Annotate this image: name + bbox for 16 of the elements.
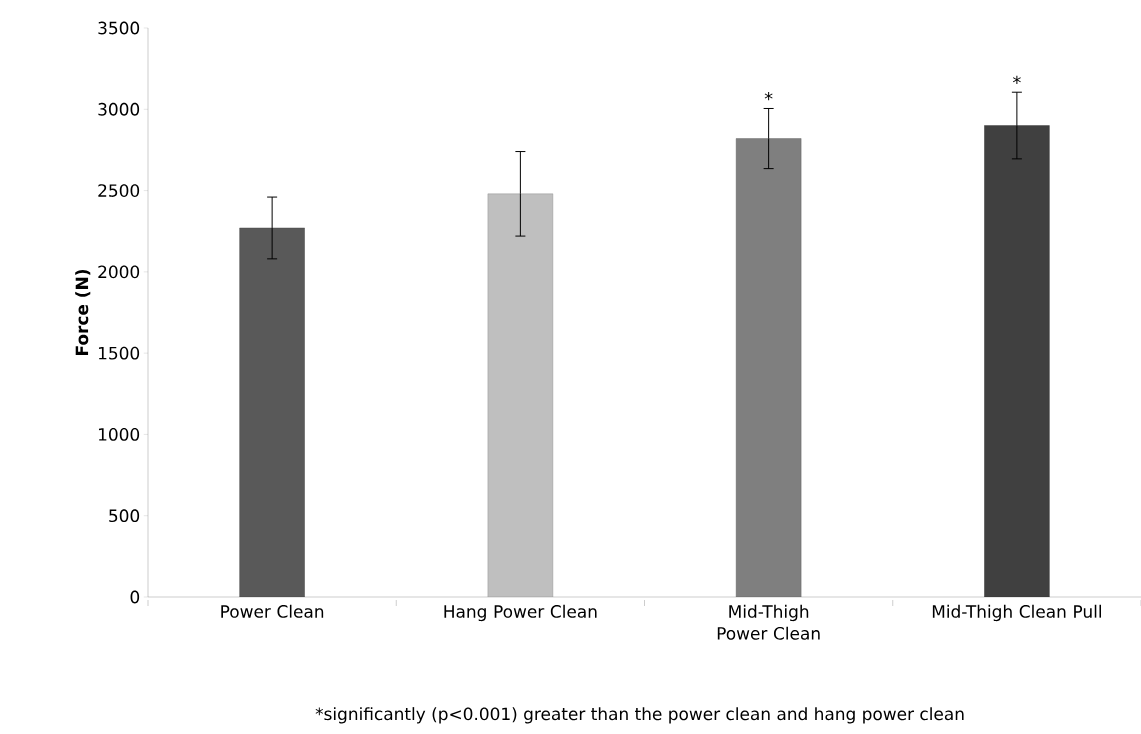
x-tick-label: Mid-Thigh Clean Pull [932, 604, 1102, 622]
annotation: * [1012, 75, 1021, 84]
y-tick-label: 2000 [98, 265, 140, 279]
annotation: * [764, 91, 773, 101]
y-axis-title: Force (N) [75, 270, 91, 355]
text: *significantly (p<0.001) greater than the power clean and hang power clean [315, 707, 964, 724]
x-tick-label: Power Clean [221, 604, 324, 618]
x-tick-label: Hang Power Clean [444, 604, 597, 622]
y-tick-label: 500 [109, 509, 140, 523]
y-tick-label: 2500 [98, 184, 140, 197]
y-tick-label: 3500 [98, 21, 140, 35]
y-tick-label: 3000 [98, 102, 140, 116]
x-tick-label: Mid-Thigh Power Clean [717, 604, 820, 640]
y-tick-label: 0 [130, 590, 140, 604]
y-tick-label: 1000 [98, 428, 140, 441]
y-tick-label: 1500 [98, 346, 140, 360]
